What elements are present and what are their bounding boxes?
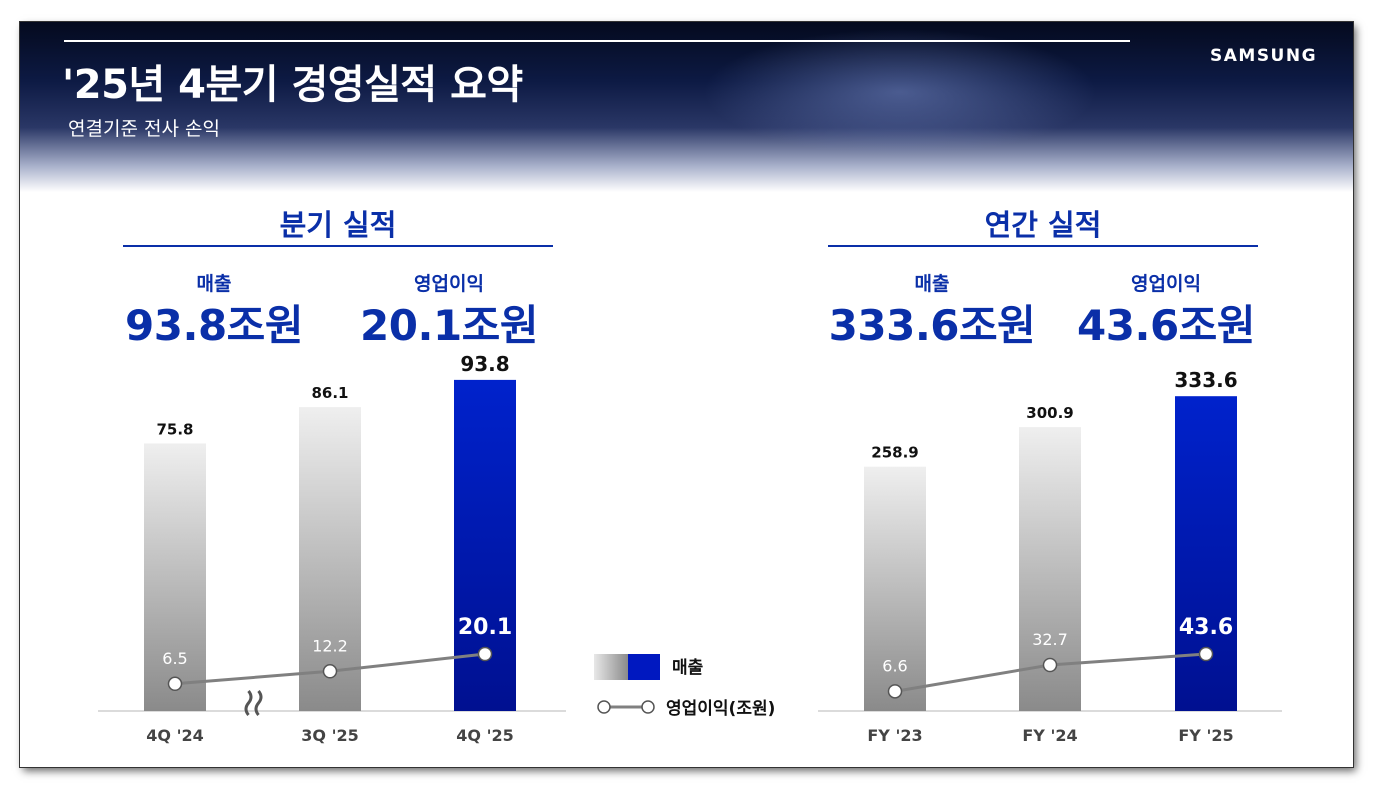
page-subtitle: 연결기준 전사 손익 — [68, 118, 220, 140]
quarterly-revenue-label: 매출 — [196, 273, 232, 295]
quarterly-chart: 75.8 4Q '24 86.1 3Q '25 93.8 4Q '25 6.5 12.2 20.… — [98, 352, 566, 745]
charts-canvas: 75.8 4Q '24 86.1 3Q '25 93.8 4Q '25 6.5 12.2 20.… — [98, 352, 1282, 745]
annual-chart: 258.9 FY '23 300.9 FY '24 333.6 FY '25 6.6 32.7… — [818, 368, 1282, 745]
category-label-0: 4Q '24 — [146, 726, 203, 745]
legend-swatch-blue — [628, 654, 660, 680]
op-profit-value-label-2: 43.6 — [1179, 615, 1233, 640]
annual-panel-rule — [828, 245, 1258, 247]
op-profit-point-2 — [477, 646, 493, 662]
annual-op-value: 43.6조원 — [1077, 301, 1255, 350]
annual-revenue-value: 333.6조원 — [828, 301, 1036, 350]
bar-1 — [299, 407, 361, 711]
op-profit-point-0 — [887, 684, 903, 699]
bar-value-label-0: 258.9 — [871, 444, 918, 462]
bar-value-label-2: 333.6 — [1174, 368, 1237, 392]
bar-2 — [454, 379, 516, 711]
axis-break-mark-2 — [254, 690, 263, 716]
bar-value-label-1: 86.1 — [311, 384, 348, 402]
legend-marker-left — [597, 700, 611, 714]
op-profit-value-label-1: 32.7 — [1032, 630, 1068, 649]
slide: '25년 4분기 경영실적 요약 연결기준 전사 손익 SAMSUNG 분기 실… — [20, 22, 1353, 767]
header-rule — [64, 40, 1130, 42]
annual-op-label: 영업이익 — [1131, 273, 1201, 295]
quarterly-op-value: 20.1조원 — [360, 301, 538, 350]
legend-marker-right — [641, 700, 655, 714]
op-profit-value-label-2: 20.1 — [458, 615, 512, 640]
op-profit-value-label-0: 6.5 — [162, 649, 187, 668]
bar-value-label-0: 75.8 — [156, 420, 193, 438]
bar-0 — [864, 466, 926, 711]
op-profit-point-2 — [1198, 646, 1214, 662]
axis-break-mark-1 — [244, 690, 253, 716]
page-title: '25년 4분기 경영실적 요약 — [62, 62, 523, 108]
op-profit-value-label-0: 6.6 — [882, 656, 907, 675]
category-label-0: FY '23 — [867, 726, 922, 745]
op-profit-point-0 — [167, 676, 183, 692]
category-label-2: 4Q '25 — [456, 726, 513, 745]
op-profit-point-1 — [322, 664, 338, 679]
op-profit-point-1 — [1042, 657, 1058, 673]
quarterly-op-label: 영업이익 — [414, 273, 484, 295]
quarterly-panel-rule — [123, 245, 553, 247]
category-label-1: 3Q '25 — [301, 726, 358, 745]
quarterly-panel-title: 분기 실적 — [279, 208, 397, 242]
bar-0 — [144, 443, 206, 711]
header-banner: '25년 4분기 경영실적 요약 연결기준 전사 손익 SAMSUNG — [20, 22, 1353, 192]
legend-revenue-label: 매출 — [672, 658, 704, 678]
category-label-1: FY '24 — [1022, 726, 1077, 745]
legend-op-label: 영업이익(조원) — [666, 699, 775, 719]
bar-value-label-2: 93.8 — [460, 352, 509, 376]
category-label-2: FY '25 — [1178, 726, 1233, 745]
op-profit-value-label-1: 12.2 — [312, 636, 348, 655]
bar-2 — [1175, 396, 1237, 711]
annual-panel-title: 연간 실적 — [984, 208, 1102, 242]
legend-swatch-grey — [594, 654, 628, 680]
quarterly-revenue-value: 93.8조원 — [125, 301, 303, 350]
annual-revenue-label: 매출 — [914, 273, 950, 295]
chart-legend: 매출 영업이익(조원) — [594, 654, 775, 719]
bar-value-label-1: 300.9 — [1026, 404, 1073, 422]
samsung-logo: SAMSUNG — [1210, 46, 1318, 66]
